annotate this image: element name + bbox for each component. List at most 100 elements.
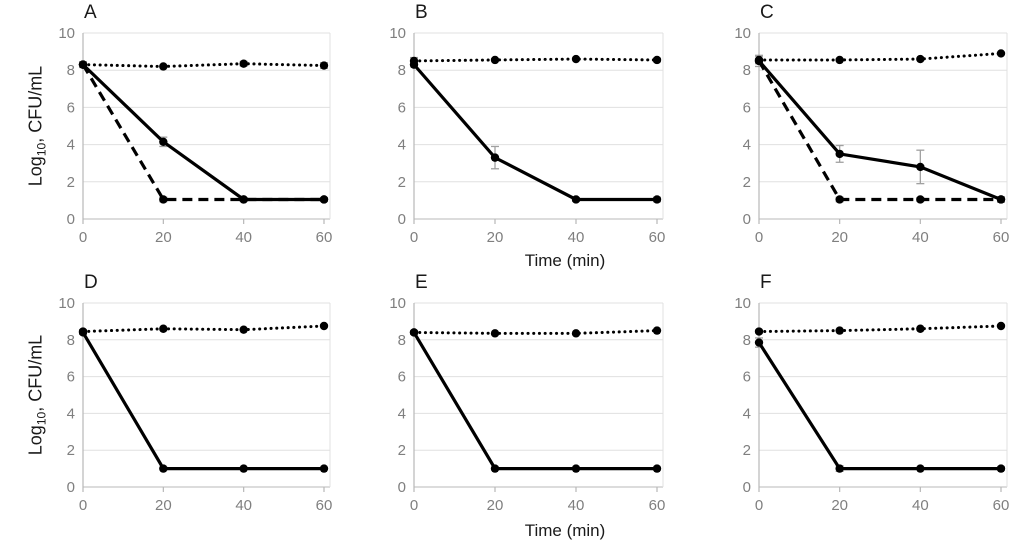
solid-series-line: [412, 63, 657, 202]
panel-d-letter: D: [84, 272, 98, 293]
solid-series-line: [412, 331, 657, 471]
panel-a-plot: 0 2 4 6 8 10 0 20 40 60: [58, 25, 333, 246]
dashed-series-marker: [159, 195, 168, 204]
x-tick-label-0: 0: [79, 497, 87, 514]
error-bars: [79, 60, 328, 203]
y-tick-label-10: 10: [734, 295, 751, 312]
y-tick-label-6: 6: [743, 369, 751, 386]
y-tick-label-2: 2: [398, 442, 406, 459]
x-axis-label-row2: Time (min): [524, 521, 606, 540]
dotted-series-marker: [996, 49, 1006, 58]
y-tick-label-8: 8: [743, 332, 751, 349]
dashed-series-line: [757, 60, 1001, 202]
x-tick-label-20: 20: [155, 497, 172, 514]
y-tick-label-0: 0: [398, 211, 406, 228]
x-tick-label-40: 40: [568, 229, 585, 246]
dotted-series-line: [757, 324, 1003, 334]
solid-series-marker: [239, 464, 248, 473]
solid-series-marker: [319, 195, 329, 204]
dotted-series-marker: [754, 327, 764, 336]
solid-series-marker: [319, 464, 329, 473]
x-tick-label-60: 60: [649, 497, 666, 514]
y-tick-label-4: 4: [398, 405, 406, 422]
y-tick-label-6: 6: [398, 99, 406, 116]
dotted-series-marker: [319, 61, 329, 70]
panel-c-plot: 0 2 4 6 8 10 0 20 40 60: [734, 25, 1010, 246]
y-tick-label-0: 0: [398, 479, 406, 496]
y-tick-label-8: 8: [743, 62, 751, 79]
dotted-series-marker: [754, 55, 764, 65]
y-tick-label-0: 0: [743, 479, 751, 496]
solid-series-marker: [754, 338, 764, 347]
solid-series-line: [81, 63, 324, 202]
y-tick-label-4: 4: [743, 405, 751, 422]
dotted-series-marker: [916, 54, 925, 64]
x-tick-label-60: 60: [993, 229, 1010, 246]
dotted-series-marker: [319, 321, 329, 331]
dotted-series-marker: [159, 324, 168, 333]
y-tick-label-6: 6: [67, 369, 75, 386]
dotted-series-marker: [78, 327, 88, 336]
y-tick-label-10: 10: [389, 295, 406, 312]
x-tick-label-20: 20: [831, 229, 848, 246]
x-tick-label-60: 60: [316, 497, 333, 514]
panel-b-plot: 0 2 4 6 8 10 0 20 40 60: [389, 25, 666, 246]
dashed-series-marker: [916, 195, 925, 204]
solid-series-marker: [571, 464, 581, 473]
x-tick-label-60: 60: [649, 229, 666, 246]
panel-b-letter: B: [415, 2, 428, 23]
solid-series-marker: [996, 464, 1006, 473]
x-tick-label-20: 20: [487, 497, 504, 514]
solid-series-marker: [996, 195, 1006, 204]
x-tick-label-0: 0: [79, 229, 87, 246]
dotted-series-line: [412, 57, 659, 63]
panel-e-plot: 0 2 4 6 8 10 0 20 40 60: [389, 295, 666, 514]
solid-series-marker: [916, 464, 925, 473]
x-tick-label-20: 20: [831, 497, 848, 514]
solid-series-marker: [835, 464, 844, 473]
dotted-series-marker: [490, 329, 500, 338]
dotted-series-marker: [996, 321, 1006, 331]
dotted-series-marker: [652, 55, 662, 65]
x-tick-label-40: 40: [235, 229, 252, 246]
panel-e-letter: E: [415, 272, 428, 293]
solid-series-marker: [239, 195, 248, 204]
error-bars: [755, 54, 1005, 203]
panel-f-plot: 0 2 4 6 8 10 0 20 40 60: [734, 295, 1010, 514]
x-tick-label-60: 60: [993, 497, 1010, 514]
y-tick-label-4: 4: [743, 137, 751, 154]
dotted-series-marker: [409, 328, 419, 337]
solid-series-marker: [652, 195, 662, 204]
x-tick-label-0: 0: [410, 497, 418, 514]
solid-series-marker: [490, 153, 500, 162]
error-bars: [410, 329, 661, 471]
y-tick-label-2: 2: [67, 442, 75, 459]
x-tick-label-0: 0: [410, 229, 418, 246]
dashed-series-marker: [835, 195, 844, 204]
dotted-series-line: [81, 324, 326, 334]
x-tick-label-0: 0: [755, 229, 763, 246]
panel-d-plot: 0 2 4 6 8 10 0 20 40 60: [58, 295, 333, 514]
dotted-series-marker: [78, 60, 88, 69]
y-tick-label-2: 2: [67, 174, 75, 191]
x-tick-label-20: 20: [155, 229, 172, 246]
dotted-series-marker: [571, 54, 581, 64]
y-tick-label-8: 8: [67, 62, 75, 79]
dotted-series-line: [757, 51, 1003, 62]
dotted-series-marker: [490, 55, 500, 65]
y-tick-label-6: 6: [743, 99, 751, 116]
y-tick-label-0: 0: [67, 211, 75, 228]
dashed-series-line: [81, 63, 324, 202]
solid-series-line: [757, 341, 1001, 471]
x-tick-label-40: 40: [912, 229, 929, 246]
x-tick-label-40: 40: [568, 497, 585, 514]
panel-a-letter: A: [84, 2, 97, 23]
y-tick-label-6: 6: [67, 99, 75, 116]
dotted-series-marker: [159, 62, 168, 71]
y-tick-label-10: 10: [389, 25, 406, 42]
x-tick-label-20: 20: [487, 229, 504, 246]
x-axis-label-row1: Time (min): [524, 251, 606, 270]
y-tick-label-4: 4: [67, 137, 75, 154]
x-tick-label-60: 60: [316, 229, 333, 246]
x-tick-label-40: 40: [912, 497, 929, 514]
